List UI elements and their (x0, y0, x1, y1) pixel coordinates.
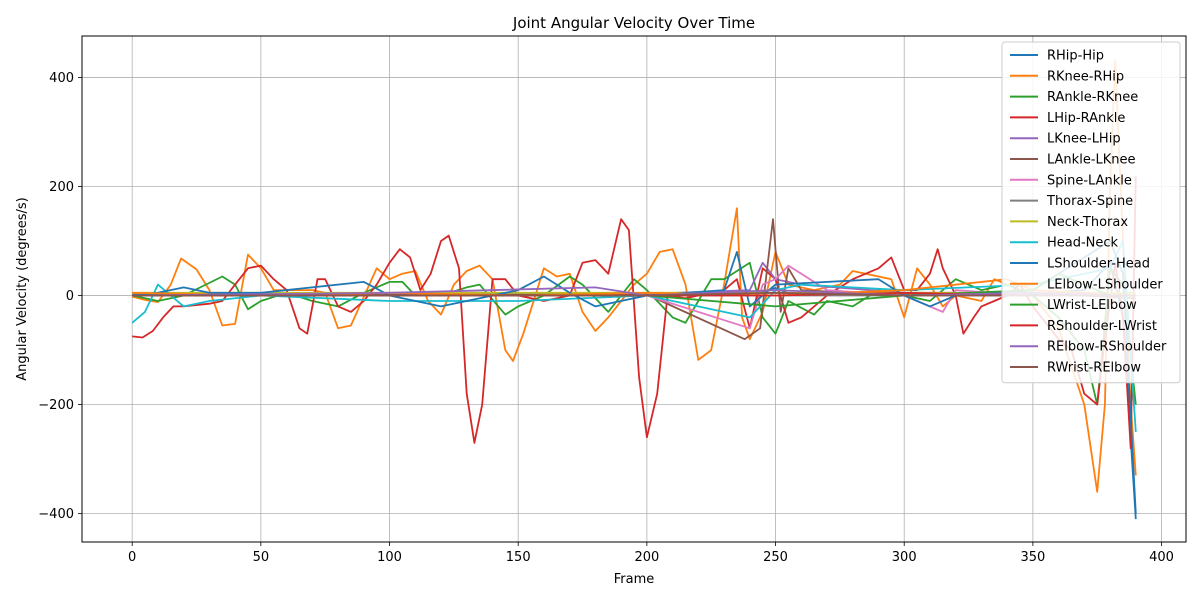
legend-entry: RWrist-RElbow (1047, 361, 1141, 376)
axis-ticks: 0 50 100 150 200 250 300 350 400 −400 −200 0 200 400 (38, 71, 1174, 565)
legend-entry: LShoulder-Head (1047, 257, 1150, 272)
series-line-rknee-rhip (131, 60, 1137, 493)
series-line-rwrist-relbow (132, 291, 1136, 297)
x-tick-label: 400 (1149, 550, 1174, 565)
legend-box (1001, 41, 1181, 384)
legend-entry: LWrist-LElbow (1047, 298, 1137, 313)
x-tick-label: 100 (377, 550, 402, 565)
legend-entry: RShoulder-LWrist (1047, 319, 1157, 334)
legend-entry: RKnee-RHip (1047, 69, 1124, 84)
y-axis-label: Angular Velocity (degrees/s) (15, 197, 30, 380)
legend-entry: RHip-Hip (1047, 49, 1104, 64)
x-tick-label: 300 (892, 550, 917, 565)
chart-title: Joint Angular Velocity Over Time (512, 14, 755, 32)
legend-entry: RElbow-RShoulder (1047, 340, 1167, 355)
x-tick-label: 200 (634, 550, 659, 565)
y-tick-label: 0 (66, 289, 74, 304)
legend-entry: Spine-LAnkle (1047, 173, 1132, 188)
legend-entry: LHip-RAnkle (1047, 111, 1125, 126)
series-line-lhip-rankle (132, 175, 1137, 450)
y-tick-label: −200 (38, 398, 74, 413)
legend-entry: Head-Neck (1047, 236, 1119, 251)
x-tick-label: 350 (1020, 550, 1045, 565)
series-layer (131, 60, 1137, 520)
legend-entry: Neck-Thorax (1047, 215, 1128, 230)
legend-entry: RAnkle-RKnee (1047, 90, 1138, 105)
x-tick-label: 0 (128, 550, 136, 565)
legend: RHip-Hip RKnee-RHip RAnkle-RKnee LHip-RAnkl… (1001, 41, 1181, 384)
y-tick-label: 400 (49, 71, 74, 86)
y-tick-label: 200 (49, 180, 74, 195)
legend-entry: LKnee-LHip (1047, 132, 1121, 147)
x-axis-label: Frame (614, 572, 655, 587)
x-tick-label: 150 (506, 550, 531, 565)
legend-entry: LElbow-LShoulder (1047, 277, 1163, 292)
x-tick-label: 50 (253, 550, 270, 565)
y-tick-label: −400 (38, 507, 74, 522)
legend-entry: LAnkle-LKnee (1047, 153, 1136, 168)
legend-entry: Thorax-Spine (1046, 194, 1133, 209)
x-tick-label: 250 (763, 550, 788, 565)
plot-frame (81, 35, 1187, 543)
